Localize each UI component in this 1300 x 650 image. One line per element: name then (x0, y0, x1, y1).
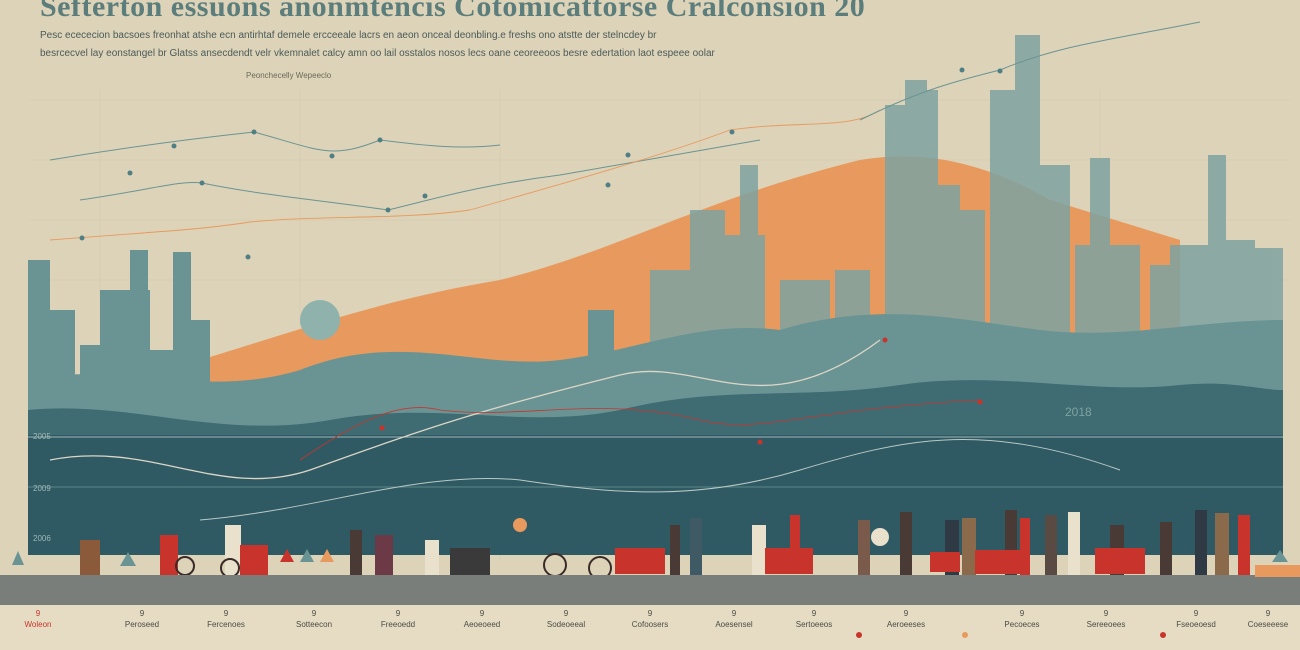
footer-bar: 9 Woleon 9 Peroseed 9 Fercenoes 9 Sotteecon … (0, 605, 1300, 650)
ground (0, 575, 1300, 605)
footer-col-4: 9 Sotteecon (295, 609, 333, 629)
footer-col-12: 9 Pecoeces (1004, 609, 1040, 629)
sun-dot (513, 518, 527, 532)
footer-col-2: 9 Peroseed (124, 609, 160, 629)
footer-col-3: 9 Fercenoes (207, 609, 245, 629)
trend-line-2 (79, 139, 761, 211)
footer-col-5: 9 Freeoedd (380, 609, 416, 629)
axis-label-3: 2006 (33, 534, 51, 543)
axis-label-2: 2009 (33, 484, 51, 493)
trend-dots (79, 67, 1003, 260)
footer-col-7: 9 Sodeoeeal (546, 609, 586, 629)
footer-col-8: 9 Cofoosers (631, 609, 669, 629)
curve-red (299, 399, 981, 461)
footer-col-14: 9 Fseoeoesd (1176, 609, 1216, 629)
footer-col-15: 9 Coeseeese (1247, 609, 1289, 629)
subtitle-line-1: Pesc ecececion bacsoes freonhat atshe ec… (40, 30, 657, 41)
illustration (0, 21, 1300, 605)
red-dots (379, 337, 983, 445)
footer-dot-orange (962, 632, 968, 638)
axis-label-1: 2005 (33, 432, 51, 441)
subtitle-line-2: besrcecvel lay eonstangel br Glatss anse… (40, 48, 715, 59)
footer-col-9: 9 Aoesensel (715, 609, 753, 629)
balloon (871, 528, 889, 546)
page-title: Sefterton essuons anonmtencis Cotomicatt… (40, 0, 866, 23)
curve-white-1 (49, 339, 881, 480)
red-carts (615, 548, 1145, 574)
footer-col-6: 9 Aeoeoeed (463, 609, 501, 629)
footer-dot-red-2 (1160, 632, 1166, 638)
footer-dot-red (856, 632, 862, 638)
dark-band (28, 435, 1283, 555)
small-triangles (12, 549, 1288, 566)
source-note: Peonchecelly Wepeeclo (246, 71, 332, 80)
footer-col-11: 9 Aeroeeses (886, 609, 926, 629)
watermark-label: 2018 (1065, 405, 1092, 419)
footer-col-13: 9 Sereeoees (1086, 609, 1126, 629)
tree-top (300, 300, 340, 340)
trend-line-1 (49, 131, 501, 161)
curve-white-2 (199, 439, 1121, 521)
trend-line-3 (49, 109, 881, 241)
footer-col-1: 9 Woleon (24, 609, 52, 629)
footer-col-10: 9 Sertoeeos (795, 609, 833, 629)
